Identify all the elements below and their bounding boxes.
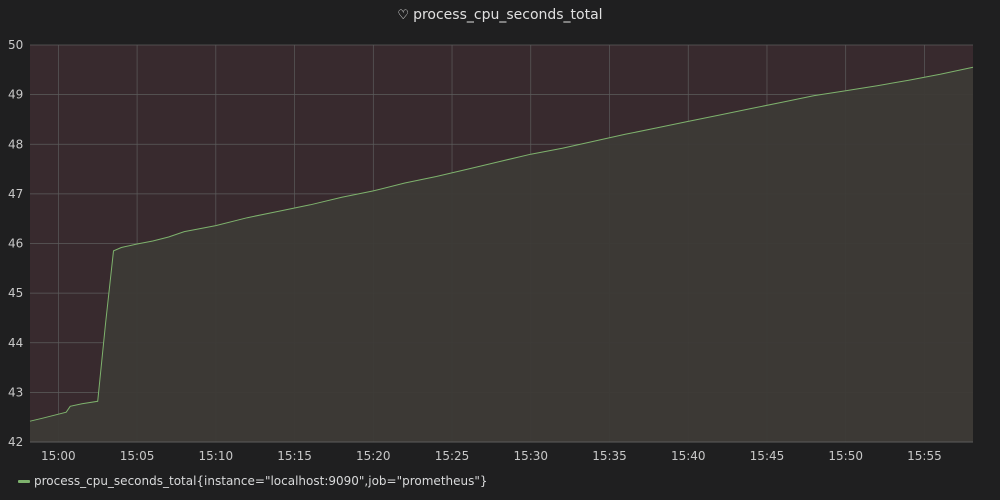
x-tick-label: 15:20: [356, 449, 391, 463]
x-axis: 15:00 15:05 15:10 15:15 15:20 15:25 15:30 15:35…: [41, 449, 942, 463]
series-line[interactable]: [29, 66, 974, 422]
x-tick-label: 15:30: [513, 449, 548, 463]
legend-swatch: [18, 479, 30, 483]
y-tick-label: 43: [8, 385, 23, 399]
legend[interactable]: process_cpu_seconds_total{instance="loca…: [18, 471, 488, 491]
heart-icon: ♡: [397, 7, 410, 23]
x-tick-label: 15:35: [592, 449, 627, 463]
y-tick-label: 45: [8, 286, 23, 300]
y-tick-label: 49: [8, 88, 23, 102]
y-tick-label: 47: [8, 187, 23, 201]
x-tick-label: 15:50: [828, 449, 863, 463]
panel-title-text: process_cpu_seconds_total: [413, 7, 603, 23]
x-tick-label: 15:25: [435, 449, 470, 463]
legend-label[interactable]: process_cpu_seconds_total{instance="loca…: [34, 474, 488, 488]
x-tick-label: 15:40: [671, 449, 706, 463]
x-tick-label: 15:45: [750, 449, 785, 463]
y-tick-label: 46: [8, 237, 23, 251]
x-tick-label: 15:55: [907, 449, 942, 463]
y-tick-label: 42: [8, 435, 23, 449]
y-tick-label: 44: [8, 336, 23, 350]
panel-title[interactable]: ♡ process_cpu_seconds_total: [0, 0, 1000, 30]
x-tick-label: 15:10: [199, 449, 234, 463]
y-tick-label: 50: [8, 38, 23, 52]
y-tick-label: 48: [8, 137, 23, 151]
y-axis: 42 43 44 45 46 47 48 49 50: [8, 38, 23, 449]
x-tick-label: 15:00: [41, 449, 76, 463]
x-tick-label: 15:15: [277, 449, 312, 463]
series-area: [30, 67, 973, 443]
x-tick-label: 15:05: [120, 449, 155, 463]
